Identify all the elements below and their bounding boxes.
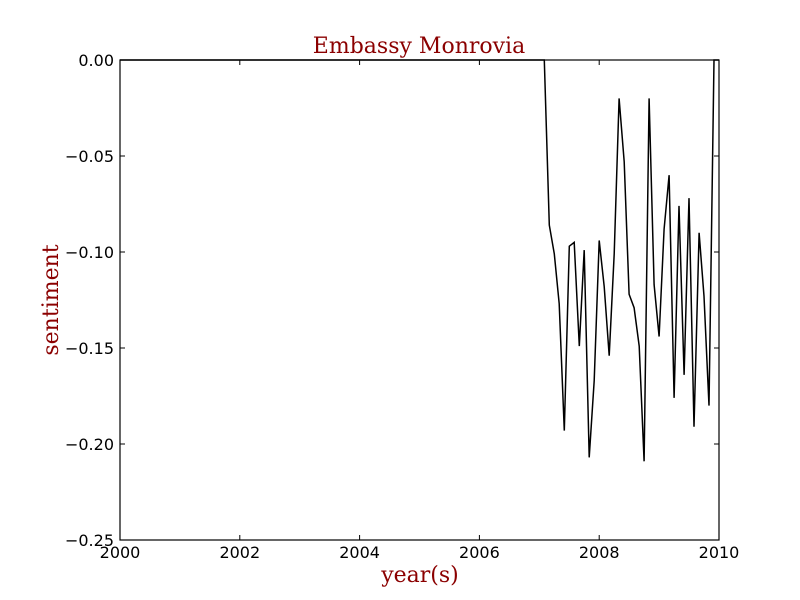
y-tick-label: −0.20: [65, 435, 114, 454]
x-axis-label: year(s): [380, 563, 459, 588]
y-tick-label: −0.05: [65, 147, 114, 166]
y-tick-label: −0.15: [65, 339, 114, 358]
chart-title: Embassy Monrovia: [313, 34, 525, 59]
x-tick-label: 2002: [219, 543, 260, 562]
y-tick-label: −0.25: [65, 531, 114, 550]
plot-area: [120, 60, 719, 540]
x-tick-label: 2004: [339, 543, 380, 562]
x-tick-label: 2008: [579, 543, 620, 562]
y-tick-label: 0.00: [78, 51, 114, 70]
plot-frame: [119, 59, 720, 541]
x-tick-label: 2000: [100, 543, 141, 562]
y-tick-label: −0.10: [65, 243, 114, 262]
tick-labels: 2000 2002 2004 2006 2008 2010 0.00 −0.05 −0.10 −0…: [65, 51, 739, 562]
x-tick-label: 2006: [459, 543, 500, 562]
x-tick-label: 2010: [699, 543, 740, 562]
y-axis-label: sentiment: [39, 244, 64, 355]
